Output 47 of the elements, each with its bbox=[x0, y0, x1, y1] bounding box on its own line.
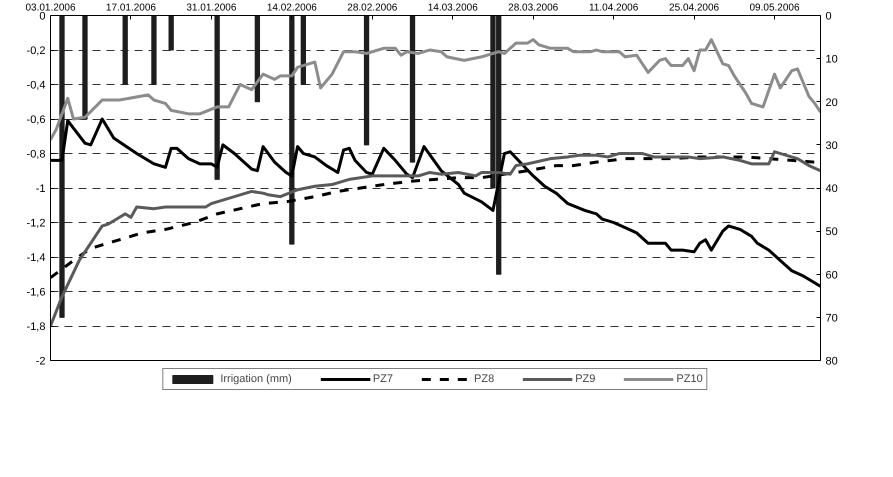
bar bbox=[289, 16, 294, 245]
line-series bbox=[50, 38, 820, 142]
bar bbox=[410, 16, 416, 163]
y2-tick-label: 0 bbox=[826, 10, 832, 22]
y-tick-label: -0,8 bbox=[26, 148, 46, 160]
line-series bbox=[50, 150, 820, 328]
y-tick-label: -1,4 bbox=[26, 252, 46, 264]
y2-tick-label: 40 bbox=[826, 183, 838, 195]
y-tick-label: -0,6 bbox=[26, 114, 46, 126]
y2-tick-label: 20 bbox=[826, 96, 838, 109]
y2-tick-label: 30 bbox=[826, 140, 838, 152]
y2-tick-label: 60 bbox=[826, 269, 838, 282]
legend-label: Irrigation (mm) bbox=[220, 373, 292, 385]
y-tick-label: -1,2 bbox=[26, 218, 46, 230]
y-tick-label: -1 bbox=[36, 183, 46, 195]
y2-tick-label: 80 bbox=[826, 356, 838, 368]
y2-tick-label: 50 bbox=[826, 226, 838, 238]
x-tick-label: 14.02.2006 bbox=[266, 2, 318, 14]
bar bbox=[300, 16, 306, 85]
bar bbox=[254, 16, 260, 102]
y-tick-label: -2 bbox=[36, 356, 46, 368]
x-tick-label: 31.01.2006 bbox=[186, 2, 237, 14]
legend-label: PZ9 bbox=[575, 373, 596, 385]
y-tick-label: -1,8 bbox=[26, 321, 46, 333]
bar bbox=[214, 16, 220, 180]
x-tick-label: 09.05.2006 bbox=[750, 2, 800, 14]
y-tick-label: -0,4 bbox=[26, 80, 46, 92]
x-tick-label: 11.04.2006 bbox=[588, 2, 639, 14]
legend-label: PZ10 bbox=[676, 373, 703, 385]
x-tick-label: 25.04.2006 bbox=[669, 2, 720, 14]
x-tick-label: 28.03.2006 bbox=[508, 2, 559, 14]
x-tick-label: 17.01.2006 bbox=[106, 2, 156, 14]
bar bbox=[122, 16, 128, 85]
y-tick-label: -1,6 bbox=[26, 286, 46, 298]
bar bbox=[82, 16, 88, 120]
bar bbox=[151, 16, 157, 85]
y-tick-label: -0,2 bbox=[26, 45, 46, 57]
y2-tick-label: 70 bbox=[826, 312, 838, 324]
x-tick-label: 28.02.2006 bbox=[347, 2, 398, 14]
legend-label: PZ8 bbox=[474, 373, 494, 385]
y2-tick-label: 10 bbox=[826, 54, 838, 66]
bar bbox=[364, 16, 370, 146]
legend-label: PZ7 bbox=[372, 373, 394, 385]
y-tick-label: 0 bbox=[39, 10, 46, 22]
x-tick-label: 14.03.2006 bbox=[428, 2, 478, 14]
x-tick-label: 03.01.2006 bbox=[25, 2, 76, 14]
bar bbox=[168, 16, 174, 50]
